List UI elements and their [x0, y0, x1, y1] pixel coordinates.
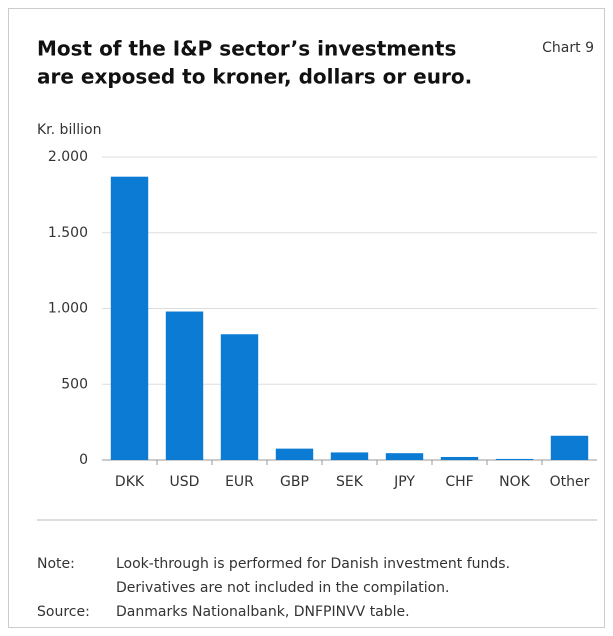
- bar: [220, 334, 259, 460]
- x-tick-label: SEK: [336, 474, 364, 490]
- bar: [165, 311, 204, 460]
- x-tick-label: USD: [170, 474, 200, 490]
- bar: [110, 176, 149, 460]
- y-tick-label: 0: [79, 452, 88, 468]
- x-tick-label: JPY: [393, 474, 415, 490]
- bar: [440, 456, 479, 460]
- chart-title: are exposed to kroner, dollars or euro.: [37, 65, 472, 89]
- x-tick-label: NOK: [499, 474, 530, 490]
- source: Danmarks Nationalbank, DNFPINVV table.: [116, 604, 410, 620]
- note: Look-through is performed for Danish inv…: [116, 556, 510, 572]
- x-tick-label: GBP: [280, 474, 309, 490]
- y-tick-label: 2.000: [48, 149, 88, 165]
- x-tick-label: Other: [550, 474, 590, 490]
- x-tick-label: EUR: [225, 474, 254, 490]
- x-tick-label: CHF: [445, 474, 473, 490]
- y-tick-label: 1.500: [48, 225, 88, 241]
- bar: [330, 452, 369, 460]
- bar: [385, 453, 424, 460]
- frame: [8, 8, 605, 628]
- chart-title: Most of the I&P sector’s investments: [37, 37, 456, 61]
- bar: [495, 458, 534, 460]
- y-tick-label: 500: [61, 376, 88, 392]
- bar: [550, 435, 589, 460]
- bar: [275, 448, 314, 460]
- x-tick-label: DKK: [115, 474, 145, 490]
- source-label: Source:: [37, 604, 90, 620]
- chart-number: Chart 9: [542, 40, 594, 56]
- y-tick-label: 1.000: [48, 301, 88, 317]
- note-label: Note:: [37, 556, 75, 572]
- note: Derivatives are not included in the comp…: [116, 580, 450, 596]
- y-axis-label: Kr. billion: [37, 122, 101, 138]
